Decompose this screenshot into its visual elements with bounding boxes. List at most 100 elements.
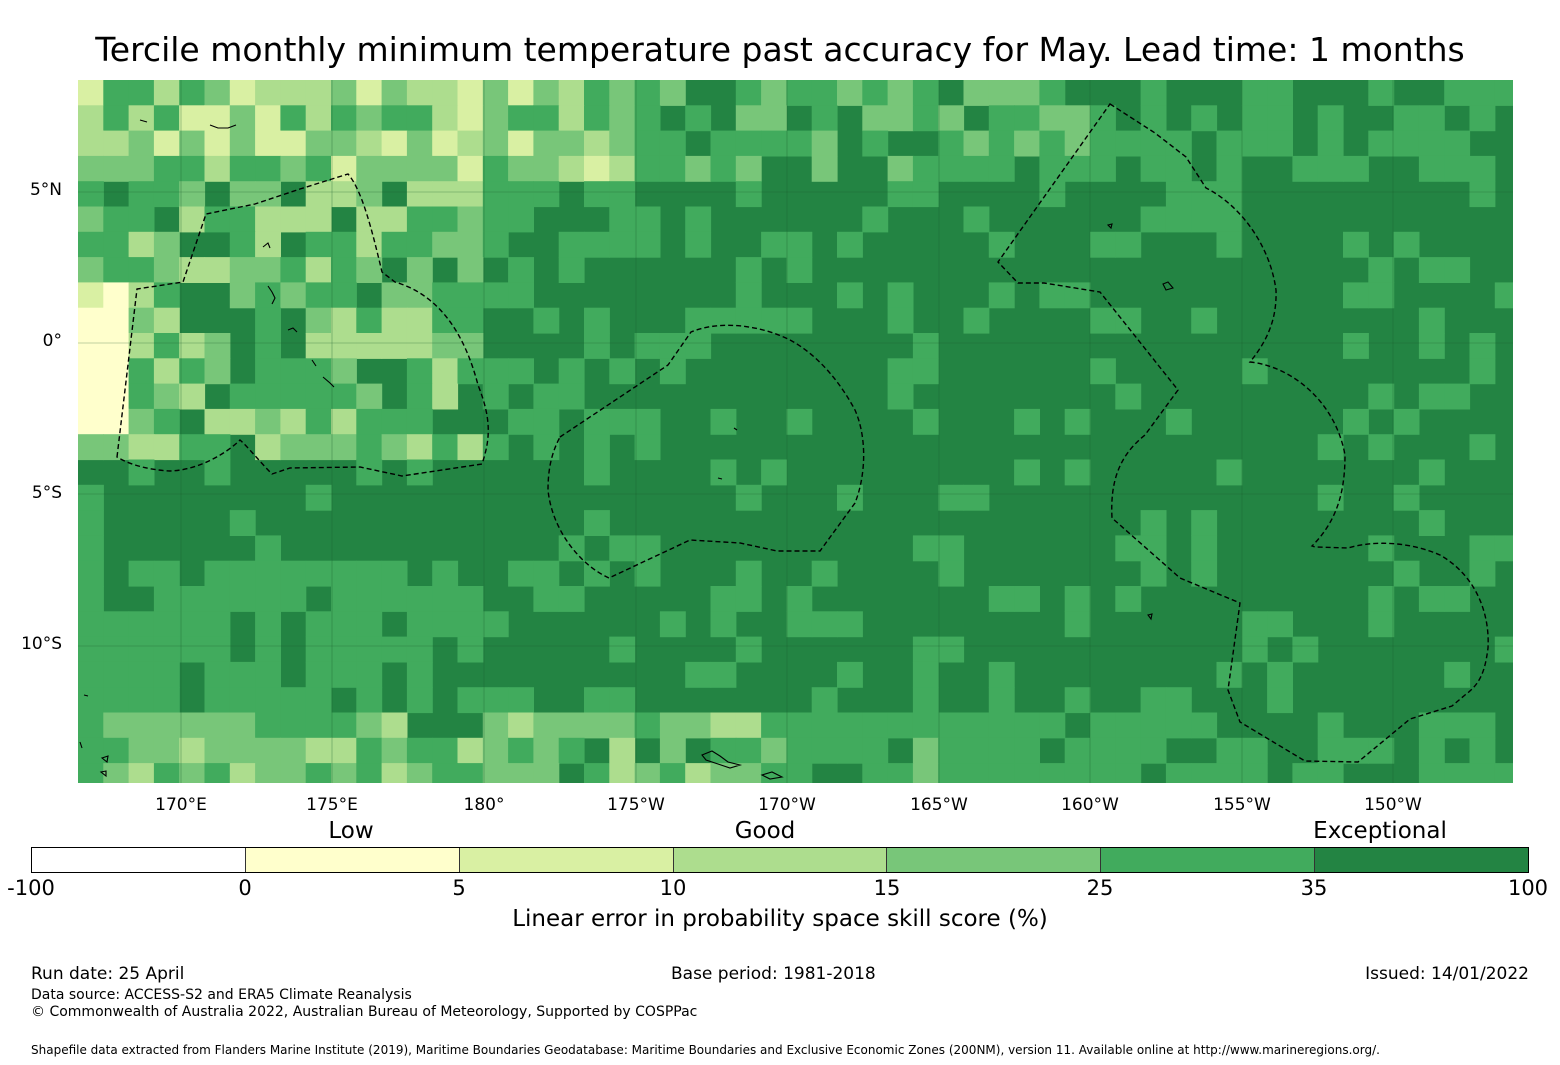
grid-cell — [204, 358, 231, 385]
grid-cell — [103, 130, 130, 157]
grid-cell — [482, 105, 509, 132]
grid-cell — [482, 130, 509, 157]
grid-cell — [1444, 586, 1471, 612]
grid-cell — [305, 434, 332, 461]
grid-cell — [786, 586, 813, 612]
grid-cell — [912, 712, 939, 739]
grid-cell — [280, 282, 307, 309]
grid-cell — [1140, 510, 1167, 536]
grid-cell — [533, 586, 560, 612]
colorbar-segment — [1315, 848, 1529, 872]
grid-cell — [381, 434, 408, 461]
grid-cell — [457, 181, 484, 208]
grid-cell — [331, 333, 357, 359]
grid-cell — [1469, 105, 1496, 132]
grid-cell — [710, 611, 737, 638]
grid-cell — [634, 155, 661, 182]
grid-cell — [381, 333, 408, 359]
grid-cell — [1494, 636, 1513, 663]
grid-cell — [153, 307, 180, 334]
grid-cell — [862, 80, 889, 106]
grid-cell — [887, 80, 914, 106]
grid-cell — [482, 712, 509, 739]
grid-cell — [1292, 155, 1319, 182]
colorbar-tick: 10 — [659, 876, 687, 900]
grid-cell — [128, 181, 155, 208]
grid-cell — [305, 712, 332, 739]
grid-cell — [128, 80, 155, 106]
grid-cell — [229, 763, 256, 783]
grid-cell — [1292, 636, 1319, 663]
grid-cell — [280, 155, 307, 182]
grid-cell — [255, 636, 281, 663]
grid-cell — [78, 181, 104, 208]
grid-cell — [432, 560, 459, 587]
grid-cell — [305, 560, 332, 587]
grid-cell — [887, 282, 914, 309]
grid-cell — [229, 130, 256, 157]
grid-cell — [128, 333, 155, 359]
grid-cell — [558, 257, 585, 283]
grid-cell — [584, 510, 610, 536]
grid-cell — [862, 712, 889, 739]
grid-cell — [229, 560, 256, 587]
grid-cell — [558, 80, 585, 106]
grid-cell — [912, 80, 939, 106]
grid-cell — [255, 712, 281, 739]
grid-cell — [1241, 105, 1268, 132]
grid-cell — [78, 333, 104, 359]
grid-cell — [406, 737, 433, 764]
grid-cell — [482, 155, 509, 182]
map-title: Tercile monthly minimum temperature past… — [95, 30, 1465, 69]
grid-cell — [811, 737, 838, 764]
grid-cell — [837, 661, 863, 688]
grid-cell — [128, 282, 155, 309]
grid-cell — [811, 130, 838, 157]
grid-cell — [406, 231, 433, 258]
grid-cell — [103, 206, 130, 233]
legend-level-exceptional: Exceptional — [1313, 818, 1447, 844]
grid-cell — [305, 80, 332, 106]
grid-cell — [128, 155, 155, 182]
grid-cell — [1368, 586, 1395, 612]
grid-cell — [229, 586, 256, 612]
grid-cell — [609, 358, 636, 385]
grid-cell — [1469, 358, 1496, 385]
grid-cell — [255, 535, 281, 562]
grid-cell — [153, 560, 180, 587]
grid-cell — [406, 408, 433, 435]
grid-cell — [1165, 408, 1192, 435]
grid-cell — [1064, 459, 1091, 486]
grid-cell — [280, 763, 307, 783]
grid-cell — [1494, 282, 1513, 309]
grid-cell — [255, 383, 281, 410]
grid-cell — [204, 712, 231, 739]
grid-cell — [280, 206, 307, 233]
grid-cell — [280, 408, 307, 435]
grid-cell — [179, 434, 206, 461]
grid-cell — [1165, 130, 1192, 157]
grid-cell — [735, 586, 762, 612]
lat-label: 10°S — [21, 634, 62, 654]
grid-cell — [381, 712, 408, 739]
grid-cell — [1014, 105, 1040, 132]
grid-cell — [1216, 763, 1243, 783]
grid-cell — [1064, 155, 1091, 182]
grid-cell — [887, 155, 914, 182]
grid-cell — [558, 737, 585, 764]
grid-cell — [1317, 484, 1344, 511]
grid-cell — [1368, 130, 1395, 157]
grid-cell — [533, 763, 560, 783]
lon-label: 150°W — [1364, 795, 1422, 815]
grid-cell — [153, 181, 180, 208]
grid-cell — [78, 611, 104, 638]
grid-cell — [204, 611, 231, 638]
grid-cell — [153, 257, 180, 283]
grid-cell — [786, 611, 813, 638]
colorbar-tick: 0 — [238, 876, 252, 900]
grid-cell — [1393, 105, 1420, 132]
grid-cell — [356, 661, 383, 688]
grid-cell — [331, 661, 357, 688]
grid-cell — [1317, 155, 1344, 182]
grid-cell — [1317, 712, 1344, 739]
